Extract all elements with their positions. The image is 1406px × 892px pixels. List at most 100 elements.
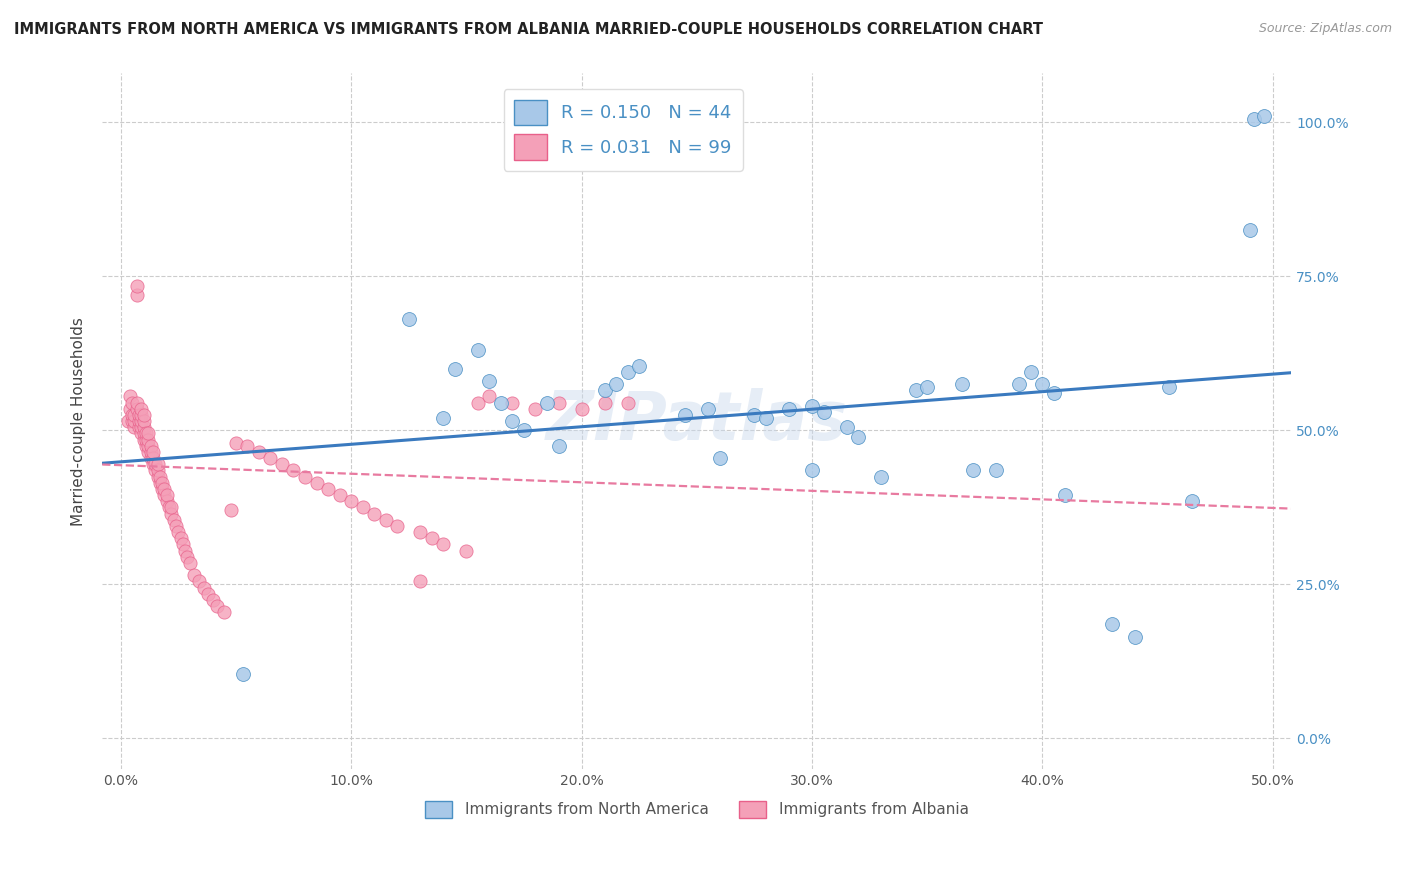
- Point: [131, 420, 153, 434]
- Point: [146, 457, 169, 471]
- Point: [136, 433, 159, 447]
- Point: [1031, 377, 1053, 392]
- Point: [201, 592, 224, 607]
- Point: [986, 463, 1008, 477]
- Point: [142, 457, 165, 471]
- Point: [118, 401, 141, 416]
- Point: [329, 488, 352, 502]
- Point: [118, 389, 141, 403]
- Point: [135, 439, 157, 453]
- Point: [813, 405, 835, 419]
- Point: [846, 429, 869, 443]
- Point: [183, 568, 205, 582]
- Point: [236, 439, 259, 453]
- Point: [755, 411, 778, 425]
- Point: [915, 380, 938, 394]
- Point: [870, 469, 893, 483]
- Point: [121, 414, 143, 428]
- Point: [156, 488, 179, 502]
- Point: [167, 524, 190, 539]
- Point: [139, 451, 162, 466]
- Point: [605, 377, 627, 392]
- Point: [697, 401, 720, 416]
- Point: [409, 574, 432, 589]
- Point: [149, 469, 172, 483]
- Point: [156, 494, 179, 508]
- Point: [142, 451, 165, 466]
- Point: [1123, 630, 1146, 644]
- Point: [352, 500, 374, 515]
- Point: [125, 278, 148, 293]
- Point: [124, 420, 146, 434]
- Point: [1008, 377, 1031, 392]
- Point: [593, 384, 616, 398]
- Point: [489, 395, 512, 409]
- Point: [420, 531, 443, 545]
- Point: [146, 469, 169, 483]
- Point: [467, 343, 489, 358]
- Point: [501, 414, 523, 428]
- Point: [443, 361, 465, 376]
- Point: [1243, 112, 1265, 127]
- Point: [801, 463, 824, 477]
- Point: [283, 463, 305, 477]
- Point: [121, 395, 143, 409]
- Point: [1019, 365, 1042, 379]
- Point: [124, 408, 146, 422]
- Point: [157, 500, 180, 515]
- Point: [121, 408, 143, 422]
- Point: [143, 463, 166, 477]
- Point: [409, 524, 432, 539]
- Point: [374, 513, 396, 527]
- Point: [247, 445, 270, 459]
- Point: [547, 395, 569, 409]
- Point: [801, 399, 824, 413]
- Point: [259, 451, 281, 466]
- Point: [219, 503, 242, 517]
- Point: [207, 599, 229, 613]
- Text: ZIPatlas: ZIPatlas: [546, 388, 848, 454]
- Point: [142, 445, 165, 459]
- Point: [193, 581, 215, 595]
- Point: [160, 500, 183, 515]
- Point: [124, 414, 146, 428]
- Point: [628, 359, 651, 373]
- Point: [478, 389, 501, 403]
- Point: [132, 433, 155, 447]
- Point: [340, 494, 363, 508]
- Point: [135, 433, 157, 447]
- Point: [305, 475, 328, 490]
- Point: [163, 513, 186, 527]
- Point: [398, 312, 420, 326]
- Point: [616, 365, 638, 379]
- Point: [132, 420, 155, 434]
- Point: [132, 408, 155, 422]
- Point: [1239, 223, 1261, 237]
- Point: [128, 408, 150, 422]
- Point: [125, 401, 148, 416]
- Point: [950, 377, 973, 392]
- Point: [513, 423, 536, 437]
- Point: [149, 475, 172, 490]
- Point: [501, 395, 523, 409]
- Point: [153, 488, 176, 502]
- Text: IMMIGRANTS FROM NORTH AMERICA VS IMMIGRANTS FROM ALBANIA MARRIED-COUPLE HOUSEHOL: IMMIGRANTS FROM NORTH AMERICA VS IMMIGRA…: [14, 22, 1043, 37]
- Point: [593, 395, 616, 409]
- Point: [904, 384, 927, 398]
- Point: [547, 439, 569, 453]
- Point: [1253, 109, 1275, 123]
- Point: [179, 556, 201, 570]
- Point: [1181, 494, 1204, 508]
- Point: [616, 395, 638, 409]
- Point: [673, 408, 696, 422]
- Point: [150, 482, 173, 496]
- Point: [271, 457, 294, 471]
- Point: [132, 414, 155, 428]
- Point: [176, 549, 198, 564]
- Point: [160, 507, 183, 521]
- Point: [128, 420, 150, 434]
- Point: [571, 401, 593, 416]
- Point: [174, 543, 197, 558]
- Point: [136, 439, 159, 453]
- Point: [432, 537, 454, 551]
